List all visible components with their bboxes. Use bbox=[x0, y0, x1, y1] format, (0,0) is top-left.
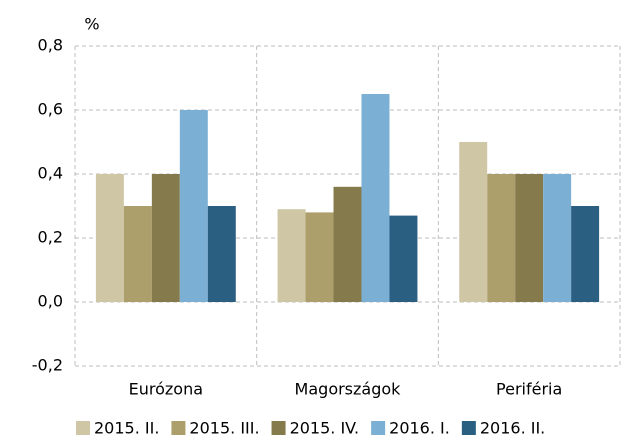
bar bbox=[305, 212, 334, 302]
bar bbox=[95, 174, 124, 302]
legend-swatch bbox=[271, 421, 286, 435]
bar bbox=[179, 110, 208, 302]
x-tick-label: Periféria bbox=[496, 380, 562, 399]
legend-label: 2016. II. bbox=[480, 419, 545, 438]
bar bbox=[333, 186, 362, 302]
bar bbox=[543, 174, 572, 302]
bar bbox=[389, 215, 418, 302]
bar bbox=[123, 206, 152, 302]
bar bbox=[207, 206, 236, 302]
bar bbox=[487, 174, 516, 302]
bar bbox=[277, 209, 306, 302]
bar bbox=[571, 206, 600, 302]
y-tick-label: 0,4 bbox=[38, 164, 63, 183]
y-axis-label: % bbox=[84, 15, 99, 34]
legend-label: 2016. I. bbox=[389, 419, 450, 438]
bar bbox=[151, 174, 180, 302]
x-tick-label: Eurózona bbox=[129, 380, 203, 399]
legend-swatch bbox=[76, 421, 90, 435]
bar bbox=[361, 94, 390, 302]
legend-swatch bbox=[171, 421, 186, 435]
y-tick-label: 0,0 bbox=[38, 292, 63, 311]
bar bbox=[515, 174, 544, 302]
y-tick-label: 0,2 bbox=[38, 228, 63, 247]
y-tick-label: 0,8 bbox=[38, 36, 63, 55]
legend-label: 2015. III. bbox=[189, 419, 259, 438]
y-tick-label: -0,2 bbox=[32, 356, 63, 375]
legend-swatch bbox=[461, 421, 476, 435]
legend-swatch bbox=[371, 421, 386, 435]
bar bbox=[459, 142, 488, 302]
legend-label: 2015. II. bbox=[94, 419, 159, 438]
y-tick-label: 0,6 bbox=[38, 100, 63, 119]
legend-label: 2015. IV. bbox=[290, 419, 360, 438]
x-tick-label: Magországok bbox=[295, 380, 402, 399]
